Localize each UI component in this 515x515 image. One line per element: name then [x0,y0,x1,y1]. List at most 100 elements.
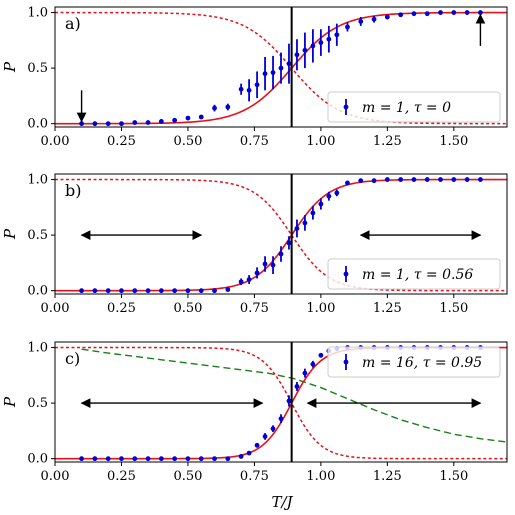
panel-c-legend-text: m = 16, τ = 0.95 [362,355,482,371]
panel-c-data-point [254,442,260,448]
panel-b-x-tick-label: 0.75 [240,301,269,316]
panel-b-data-point [172,288,178,294]
panel-a-y-tick-label: 0.0 [27,117,48,132]
panel-b-frame [54,173,508,295]
panel-a-data-point [185,115,191,121]
panel-b-data-point [464,177,470,182]
panel-c-x-tick-label: 1.50 [439,469,468,484]
panel-b-data-point [384,177,390,182]
panel-b-data-point [345,180,350,186]
panel-a-data-point [384,14,390,20]
panel-b-data-point [185,288,191,294]
panel-c-data-point [105,456,111,462]
panel-b-data-point [371,178,377,184]
panel-b: 0.00 0.25 0.50 0.75 1.00 1.25 1.50 0.0 0.5 1.0 Pm … [1,173,508,316]
panel-a-data-point [246,87,252,93]
panel-b-data-point [238,279,244,285]
panel-c-data-point [225,456,231,462]
panel-b-data-point [286,240,292,246]
panel-c-y-axis-title: P [1,396,19,408]
panel-c-data-point [92,456,98,462]
panel-c: 0.00 0.25 0.50 0.75 1.00 1.25 1.50 0.0 0.5 1.0 Pm … [1,341,508,484]
panel-b-y-tick-label: 0.5 [27,228,48,243]
panel-c-label: c) [65,349,80,368]
panel-a-legend-box [327,91,501,123]
panel-a-x-tick-label: 0.75 [240,134,269,149]
panel-a-data-point [318,40,324,45]
panel-b-data-point [119,288,124,294]
panel-a-data-point [92,121,98,127]
panel-c-legend-marker [343,359,349,365]
panel-b-data-point [262,261,268,267]
panel-a-data-point [451,10,457,15]
panel-c-x-tick-label: 0.75 [240,469,269,484]
panel-b-data-point [318,201,324,207]
panel-b-x-tick-label: 1.00 [306,301,335,316]
panel-a-data-point [145,120,151,125]
panel-b-y-tick-label: 0.0 [27,284,48,299]
panel-b-data-point [225,287,231,292]
panel-a-legend-text: m = 1, τ = 0 [362,100,451,116]
panel-b-data-point [310,210,316,216]
panel-b-data-point [254,270,260,276]
panel-a-data-point [262,71,268,77]
panel-a-data-point [334,32,340,38]
panel-b-data-point [302,220,308,226]
panel-a-label: a) [65,14,81,33]
panel-a-data-point [464,10,470,15]
panel-c-data-point [132,456,138,462]
panel-a-data-point [478,10,483,15]
panel-b-legend: m = 1, τ = 0.56 [327,258,501,290]
panel-c-y-tick-label: 0.0 [27,452,48,467]
panel-c-x-tick-label: 0.00 [41,469,70,484]
panel-b-x-tick-label: 1.25 [373,301,402,316]
panel-a-plot-area: 0.00 0.25 0.50 0.75 1.00 1.25 1.50 0.0 0.5 1.0 Pm … [1,6,508,149]
panel-a-data-point [438,10,443,15]
panel-b-y-axis-title: P [1,228,19,240]
panel-a-data-point [278,65,284,71]
panel-c-data-point [310,361,316,367]
panel-b-data-point [212,288,217,294]
panel-a-y-tick-label: 1.0 [27,6,48,21]
panel-b-x-tick-label: 0.25 [107,301,136,316]
panel-a-data-point [198,114,204,120]
panel-c-plot-area: 0.00 0.25 0.50 0.75 1.00 1.25 1.50 0.0 0.5 1.0 Pm … [1,341,508,484]
panel-b-y-tick-label: 1.0 [27,173,48,188]
panel-c-data-point [286,398,292,404]
panel-b-legend-box [327,258,501,290]
panel-a-data-point [79,121,84,127]
panel-a-data-point [424,11,430,17]
panel-b-data-point [79,288,84,294]
panel-a-data-point [172,117,178,123]
panel-a-frame [54,6,508,128]
panel-b-data-point [438,177,443,182]
panel-a-data-point [398,12,404,18]
panel-b-legend-marker [343,271,349,277]
panel-a-x-tick-label: 1.00 [306,134,335,149]
panel-b-data-point [451,177,457,182]
panel-a-data-point [158,119,164,124]
panel-a-data-point [371,16,377,22]
panel-a: 0.00 0.25 0.50 0.75 1.00 1.25 1.50 0.0 0.5 1.0 Pm … [1,6,508,149]
panel-c-data-point [185,456,191,462]
panel-c-data-point [158,456,164,462]
panel-a-data-point [326,36,332,42]
panel-a-x-tick-label: 0.25 [107,134,136,149]
panel-a-data-point [358,19,364,24]
panel-c-y-tick-label: 0.5 [27,396,48,411]
panel-b-series [55,177,507,294]
panel-c-legend: m = 16, τ = 0.95 [327,346,501,378]
panel-c-data-point [294,384,300,389]
panel-c-data-point [212,456,217,462]
panel-a-data-point [411,11,417,17]
panel-a-data-point [119,121,124,127]
panel-b-legend-text: m = 1, τ = 0.56 [362,267,473,283]
panel-b-data-point [334,190,340,196]
panel-a-data-point [238,86,244,92]
panel-b-data-point [158,288,164,294]
panel-a-data-point [302,47,308,53]
panel-b-dashed-curve [55,178,507,292]
panel-b-plot-area: 0.00 0.25 0.50 0.75 1.00 1.25 1.50 0.0 0.5 1.0 Pm … [1,173,508,316]
panel-a-x-tick-label: 1.50 [439,134,468,149]
panel-b-x-tick-label: 0.50 [173,301,202,316]
